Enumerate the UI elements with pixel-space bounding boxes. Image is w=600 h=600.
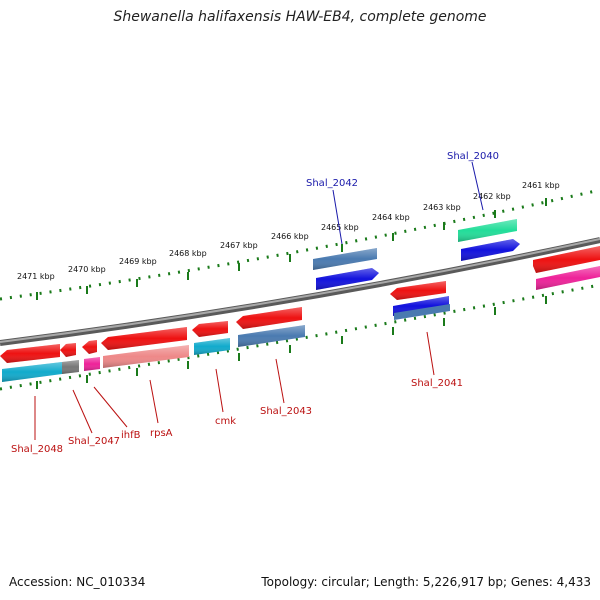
scale-label: 2465 kbp [321, 223, 359, 232]
scale-label: 2464 kbp [372, 213, 410, 222]
scale-label: 2466 kbp [271, 232, 309, 241]
upper-major-ticks [36, 198, 547, 300]
scale-label: 2467 kbp [220, 241, 258, 250]
scale-label: 2461 kbp [522, 181, 560, 190]
gene-label-shal-2048[interactable]: Shal_2048 [11, 444, 63, 455]
map-title: Shewanella halifaxensis HAW-EB4, complet… [113, 9, 487, 25]
gene-shal-2042[interactable] [313, 248, 379, 290]
scale-label: 2462 kbp [473, 192, 511, 201]
gene-shal-2047[interactable] [60, 343, 79, 374]
genome-backbone-highlight [0, 238, 600, 343]
gene-label-shal-2042[interactable]: Shal_2042 [306, 178, 358, 189]
gene-shal-2043[interactable] [236, 307, 305, 347]
gene-rpsa[interactable] [101, 327, 189, 368]
gene-label-shal-2043[interactable]: Shal_2043 [260, 406, 312, 417]
gene-cmk[interactable] [192, 321, 230, 355]
gene-shal-2048[interactable] [0, 344, 62, 382]
genome-summary-text: Topology: circular; Length: 5,226,917 bp… [261, 575, 591, 589]
leader-lines-forward [332, 161, 484, 245]
gene-shal-2041[interactable] [390, 281, 450, 320]
gene-label-shal-2040[interactable]: Shal_2040 [447, 151, 499, 162]
gene-label-shal-2041[interactable]: Shal_2041 [411, 378, 463, 389]
accession-text: Accession: NC_010334 [9, 575, 146, 589]
gene-label-shal-2047[interactable]: Shal_2047 [68, 436, 120, 447]
gene-shal-2040[interactable] [458, 219, 520, 261]
gene-label-rpsa[interactable]: rpsA [150, 428, 173, 439]
gene-label-ihfb[interactable]: ihfB [121, 430, 141, 441]
scale-label: 2463 kbp [423, 203, 461, 212]
gene-ihfb[interactable] [82, 340, 100, 371]
scale-label: 2468 kbp [169, 249, 207, 258]
scale-label: 2470 kbp [68, 265, 106, 274]
scale-label: 2469 kbp [119, 257, 157, 266]
gene-label-cmk[interactable]: cmk [215, 416, 236, 427]
leader-lines-reverse [34, 331, 435, 440]
scale-label: 2471 kbp [17, 272, 55, 281]
gene-right-edge[interactable] [533, 246, 600, 290]
lower-major-ticks [36, 296, 547, 389]
